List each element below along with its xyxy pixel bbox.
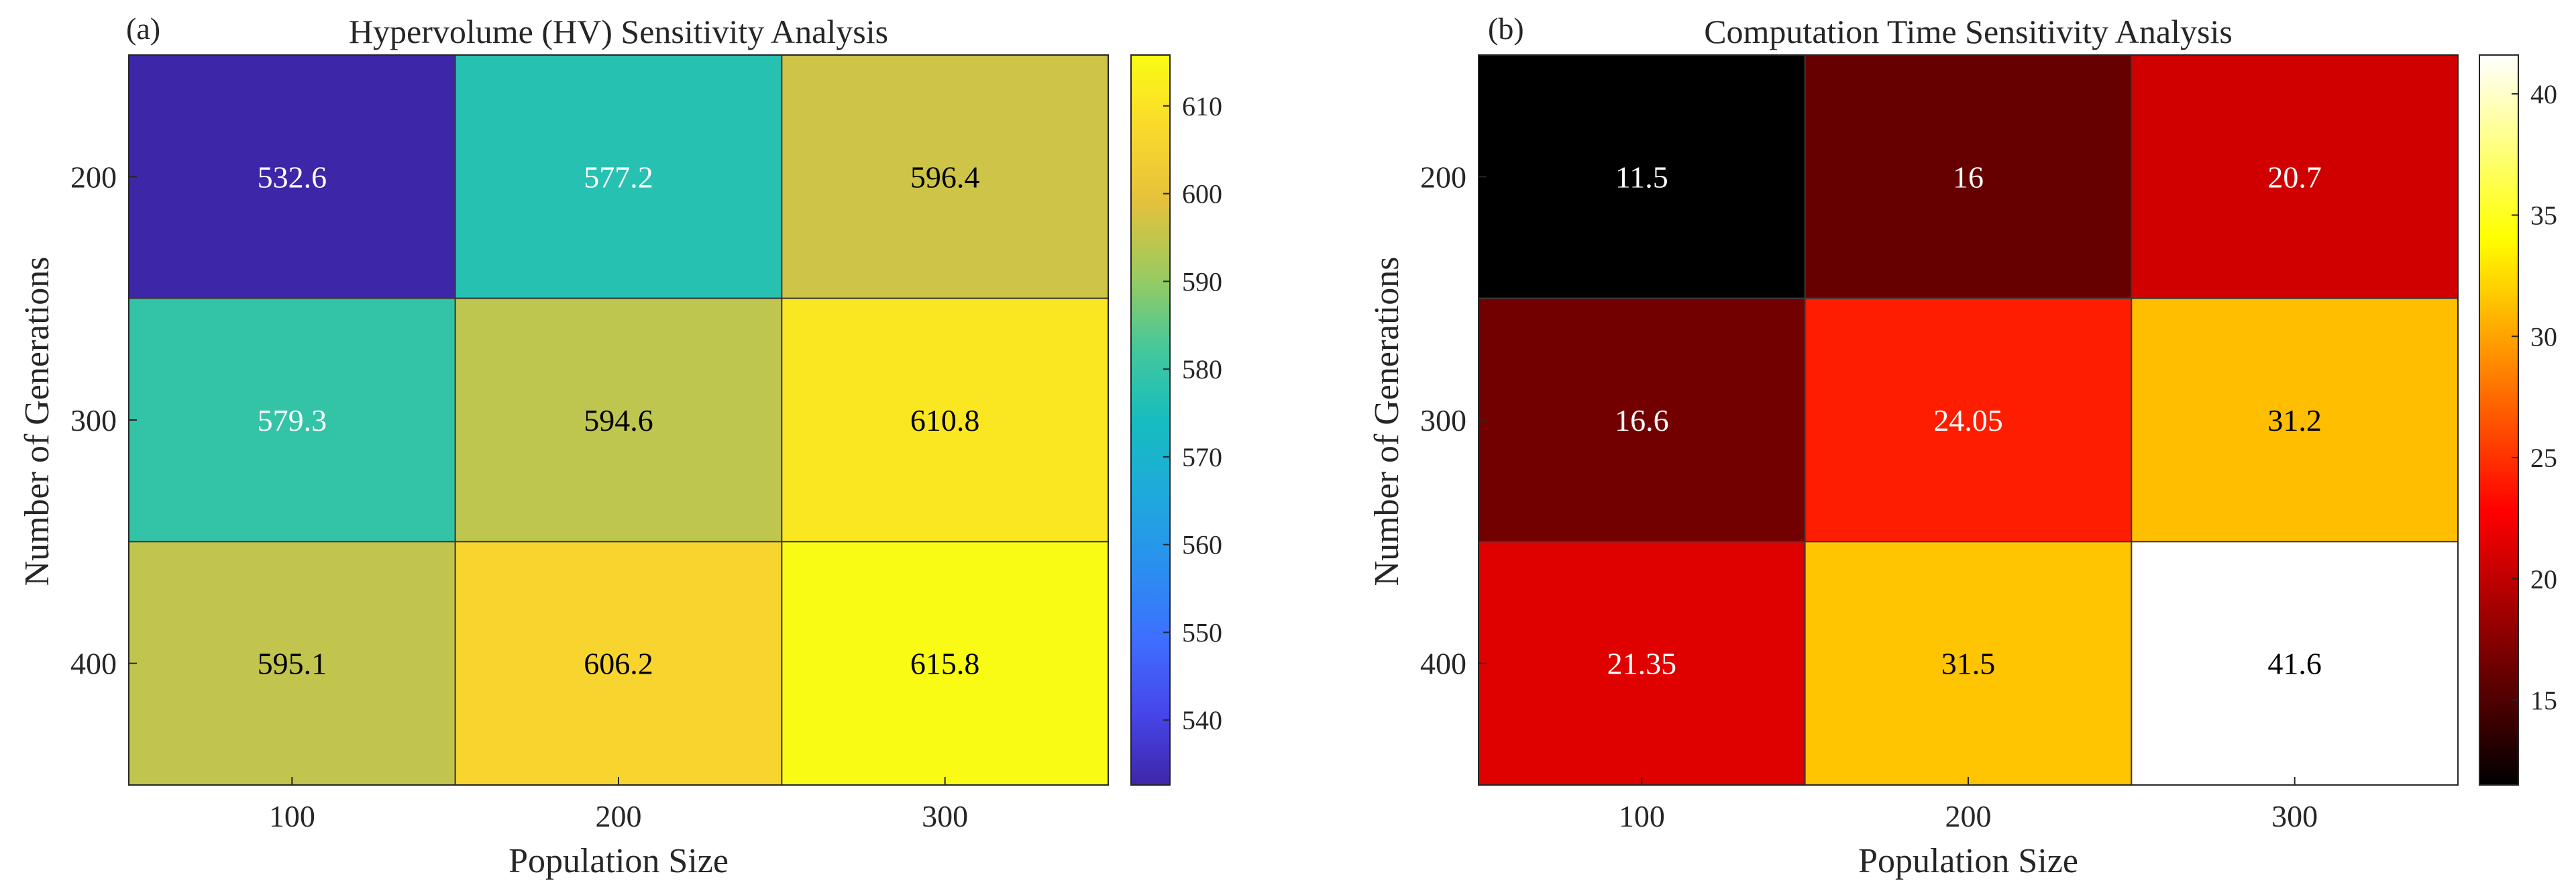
- heatmap-cell: [128, 54, 456, 299]
- x-tick-label: 300: [922, 799, 968, 833]
- y-axis-ticks: 200 300 400: [70, 160, 137, 681]
- colorbar-tick-label: 600: [1182, 179, 1222, 209]
- colorbar: 540 550 560 570 580 590 600 610: [1130, 54, 1222, 786]
- cell-value-label: 610.8: [910, 403, 980, 437]
- colorbar-tick-label: 550: [1182, 617, 1222, 647]
- chart-title: Computation Time Sensitivity Analysis: [1704, 13, 2233, 50]
- heatmap-cell: [2131, 541, 2459, 786]
- heatmap-cell: [2131, 297, 2459, 543]
- heatmap-cells: 532.6 577.2 596.4 579.3 594.6 610.8 595.1 606.2…: [128, 54, 1110, 786]
- heatmap-cell: [454, 297, 783, 543]
- cell-value-label: 615.8: [910, 647, 980, 681]
- y-tick-label: 200: [70, 160, 117, 194]
- y-tick-label: 300: [1420, 403, 1466, 437]
- panel-label: (a): [126, 11, 160, 46]
- x-axis-label: Population Size: [508, 842, 729, 880]
- heatmap-cell: [1804, 297, 2133, 543]
- heatmap-cell: [781, 297, 1110, 543]
- heatmap-cell: [1804, 54, 2133, 299]
- colorbar-tick-label: 590: [1182, 266, 1222, 297]
- cell-value-label: 594.6: [584, 403, 653, 437]
- cell-value-label: 21.35: [1607, 647, 1677, 681]
- colorbar-tick-label: 15: [2530, 685, 2557, 715]
- cell-value-label: 577.2: [584, 160, 653, 194]
- cell-value-label: 606.2: [584, 647, 653, 681]
- colorbar-tick-label: 570: [1182, 442, 1222, 472]
- x-tick-label: 100: [269, 799, 315, 833]
- time-heatmap-panel: (b) Computation Time Sensitivity Analysi…: [1368, 11, 2557, 880]
- cell-value-label: 532.6: [258, 160, 327, 194]
- cell-value-label: 596.4: [910, 160, 980, 194]
- colorbar-gradient: [2479, 54, 2519, 786]
- colorbar: 15 20 25 30 35 40: [2479, 54, 2557, 786]
- x-tick-label: 300: [2271, 799, 2318, 833]
- cell-value-label: 16: [1953, 160, 1984, 194]
- y-tick-label: 400: [70, 647, 117, 681]
- colorbar-tick-label: 25: [2530, 443, 2557, 473]
- y-axis-label: Number of Generations: [18, 257, 56, 586]
- colorbar-gradient: [1130, 54, 1171, 786]
- colorbar-tick-label: 20: [2530, 564, 2557, 594]
- colorbar-tick-label: 40: [2530, 79, 2557, 109]
- cell-value-label: 579.3: [258, 403, 327, 437]
- x-axis-ticks: 100 200 300: [269, 777, 968, 833]
- colorbar-tick-label: 540: [1182, 705, 1222, 735]
- heatmap-cell: [1478, 297, 1806, 543]
- heatmap-cell: [2131, 54, 2459, 299]
- cell-value-label: 16.6: [1615, 403, 1669, 437]
- y-axis-label: Number of Generations: [1368, 257, 1406, 586]
- x-tick-label: 200: [596, 799, 642, 833]
- x-axis-label: Population Size: [1858, 842, 2078, 880]
- cell-value-label: 31.2: [2267, 403, 2322, 437]
- cell-value-label: 31.5: [1941, 647, 1996, 681]
- heatmap-cell: [1478, 54, 1806, 299]
- y-tick-label: 200: [1420, 160, 1466, 194]
- cell-value-label: 20.7: [2267, 160, 2322, 194]
- chart-title: Hypervolume (HV) Sensitivity Analysis: [349, 13, 888, 50]
- y-axis-ticks: 200 300 400: [1420, 160, 1487, 681]
- hv-heatmap-panel: (a) Hypervolume (HV) Sensitivity Analysi…: [18, 11, 1222, 880]
- y-tick-label: 400: [1420, 647, 1466, 681]
- cell-value-label: 24.05: [1933, 403, 2003, 437]
- heatmap-cell: [454, 54, 783, 299]
- colorbar-tick-label: 580: [1182, 354, 1222, 384]
- heatmap-cell: [454, 541, 783, 786]
- colorbar-tick-label: 610: [1182, 91, 1222, 121]
- heatmap-cell: [128, 541, 456, 786]
- colorbar-tick-label: 560: [1182, 530, 1222, 560]
- x-tick-label: 200: [1945, 799, 1992, 833]
- panel-label: (b): [1488, 11, 1524, 46]
- x-axis-ticks: 100 200 300: [1619, 777, 2318, 833]
- heatmap-cell: [1804, 541, 2133, 786]
- heatmap-cell: [128, 297, 456, 543]
- heatmap-cell: [1478, 541, 1806, 786]
- y-tick-label: 300: [70, 403, 117, 437]
- colorbar-tick-label: 30: [2530, 321, 2557, 352]
- cell-value-label: 595.1: [258, 647, 327, 681]
- heatmap-cells: 11.5 16 20.7 16.6 24.05 31.2 21.35 31.5 41.6: [1478, 54, 2459, 786]
- cell-value-label: 11.5: [1615, 160, 1668, 194]
- x-tick-label: 100: [1619, 799, 1665, 833]
- colorbar-tick-label: 35: [2530, 201, 2557, 231]
- cell-value-label: 41.6: [2267, 647, 2322, 681]
